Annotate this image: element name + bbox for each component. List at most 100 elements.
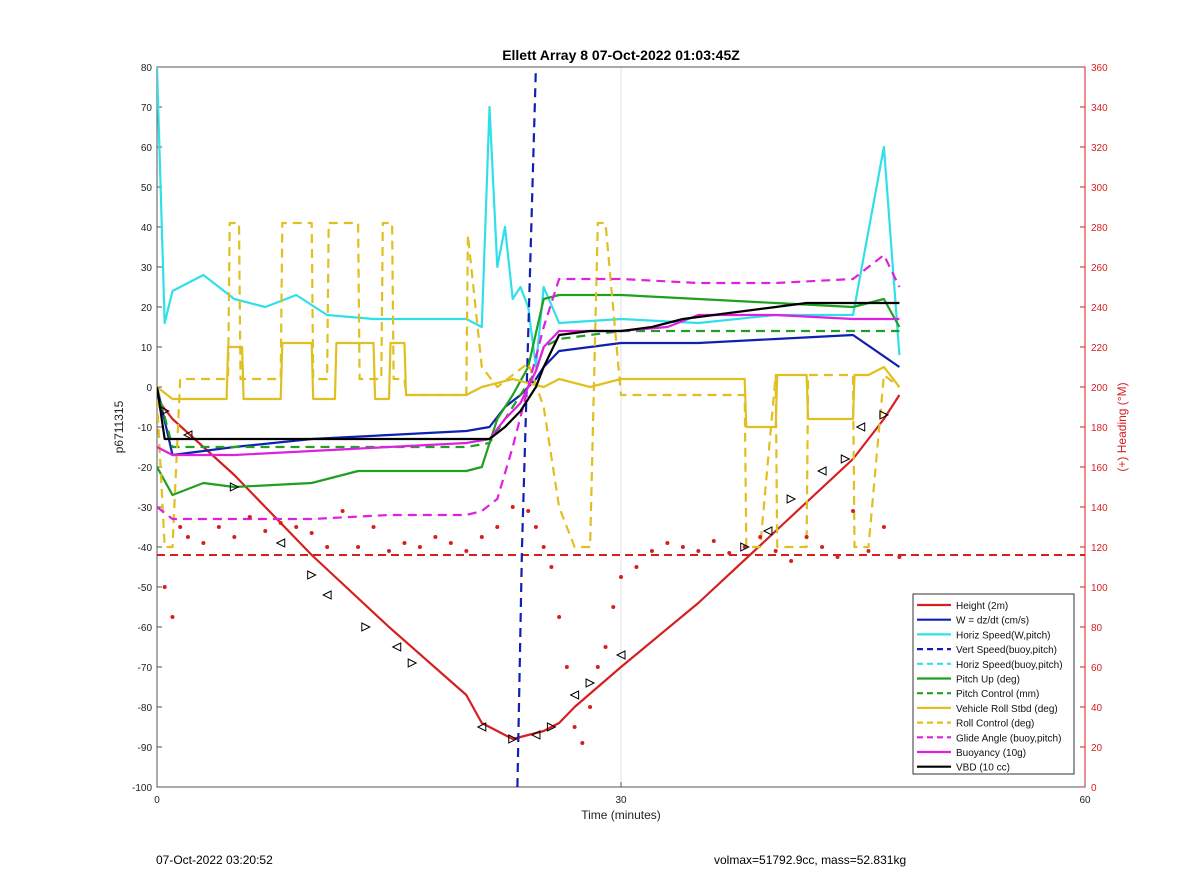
y2-tick-label: 0 — [1091, 783, 1097, 794]
heading-point — [216, 525, 221, 529]
heading-point — [588, 705, 593, 709]
heading-point — [495, 525, 500, 529]
heading-point — [866, 549, 871, 553]
y-tick-label: -80 — [138, 703, 153, 714]
heading-point — [758, 535, 763, 539]
y2-tick-label: 20 — [1091, 743, 1103, 754]
y-axis-label: p6711315 — [112, 400, 126, 453]
legend-label-5: Pitch Up (deg) — [956, 675, 1020, 686]
heading-point — [185, 535, 190, 539]
heading-point — [603, 645, 608, 649]
y2-tick-label: 200 — [1091, 383, 1108, 394]
height-marker — [569, 690, 580, 700]
y2-tick-label: 80 — [1091, 623, 1103, 634]
y-tick-label: -10 — [138, 423, 153, 434]
legend-label-3: Vert Speed(buoy,pitch) — [956, 645, 1057, 656]
y2-tick-label: 260 — [1091, 263, 1108, 274]
heading-point — [464, 549, 469, 553]
footer-timestamp: 07-Oct-2022 03:20:52 — [156, 853, 273, 867]
legend-label-4: Horiz Speed(buoy,pitch) — [956, 660, 1063, 671]
heading-point — [773, 549, 778, 553]
chart-title: Ellett Array 8 07-Oct-2022 01:03:45Z — [502, 47, 740, 63]
height-marker — [407, 658, 418, 668]
point-marks — [160, 406, 902, 745]
heading-point — [835, 555, 840, 559]
x-tick-label: 0 — [154, 795, 160, 806]
height-marker — [740, 542, 750, 552]
series-line-5 — [157, 293, 901, 497]
height-marker — [615, 650, 626, 660]
heading-point — [580, 741, 585, 745]
y2-tick-label: 340 — [1091, 103, 1108, 114]
y-tick-label: 0 — [146, 383, 152, 394]
height-marker — [508, 734, 518, 744]
y2-tick-label: 140 — [1091, 503, 1108, 514]
legend-box — [912, 593, 1075, 775]
heading-point — [433, 535, 438, 539]
axes: -100-90-80-70-60-50-40-30-20-10010203040… — [132, 63, 1108, 806]
y-tick-label: 50 — [141, 183, 153, 194]
legend-label-0: Height (2m) — [956, 601, 1008, 612]
heading-point — [402, 541, 407, 545]
heading-point — [479, 535, 484, 539]
legend-label-9: Glide Angle (buoy,pitch) — [956, 733, 1061, 744]
y2-tick-label: 300 — [1091, 183, 1108, 194]
y-tick-label: 80 — [141, 63, 153, 74]
y-tick-label: 60 — [141, 143, 153, 154]
heading-point — [649, 549, 654, 553]
height-marker — [307, 570, 317, 580]
heading-point — [510, 505, 515, 509]
height-marker — [546, 722, 557, 732]
height-marker — [840, 454, 851, 464]
x-tick-label: 60 — [1079, 795, 1091, 806]
height-marker — [322, 590, 332, 600]
heading-point — [711, 539, 716, 543]
heading-point — [448, 541, 453, 545]
y-tick-label: -50 — [138, 583, 153, 594]
legend-label-11: VBD (10 cc) — [956, 763, 1010, 774]
heading-point — [263, 529, 268, 533]
height-marker — [530, 730, 541, 740]
y-tick-label: -60 — [138, 623, 153, 634]
height-marker — [160, 406, 170, 416]
heading-point — [356, 545, 361, 549]
legend-label-6: Pitch Control (mm) — [956, 689, 1039, 700]
heading-point — [201, 541, 206, 545]
heading-point — [665, 541, 670, 545]
height-marker — [762, 526, 773, 536]
height-marker — [391, 642, 402, 652]
heading-point — [541, 545, 546, 549]
heading-point — [897, 555, 902, 559]
y2-tick-label: 280 — [1091, 223, 1108, 234]
height-marker — [361, 622, 371, 632]
heading-point — [278, 521, 283, 525]
y2-tick-label: 360 — [1091, 63, 1108, 74]
y2-axis-label: (+) Heading (°M) — [1115, 382, 1129, 471]
series-line-11 — [157, 301, 900, 441]
legend-label-2: Horiz Speed(W,pitch) — [956, 630, 1050, 641]
y2-tick-label: 60 — [1091, 663, 1103, 674]
y-tick-label: 20 — [141, 303, 153, 314]
heading-point — [309, 531, 314, 535]
y-tick-label: -70 — [138, 663, 153, 674]
height-marker — [229, 482, 240, 492]
y-tick-label: 10 — [141, 343, 153, 354]
heading-point — [178, 525, 183, 529]
heading-point — [696, 549, 701, 553]
heading-point — [634, 565, 639, 569]
heading-point — [371, 525, 376, 529]
legend-label-1: W = dz/dt (cm/s) — [956, 616, 1029, 627]
height-marker — [275, 538, 286, 548]
heading-point — [162, 585, 167, 589]
heading-point — [789, 559, 794, 563]
height-marker — [879, 410, 890, 420]
heading-point — [727, 551, 732, 555]
y-tick-label: -90 — [138, 743, 153, 754]
y-tick-label: 30 — [141, 263, 153, 274]
legend: Height (2m) W = dz/dt (cm/s) Horiz Speed(W… — [912, 593, 1075, 775]
heading-point — [804, 535, 809, 539]
y2-tick-label: 220 — [1091, 343, 1108, 354]
height-marker — [855, 422, 866, 432]
heading-point — [680, 545, 685, 549]
